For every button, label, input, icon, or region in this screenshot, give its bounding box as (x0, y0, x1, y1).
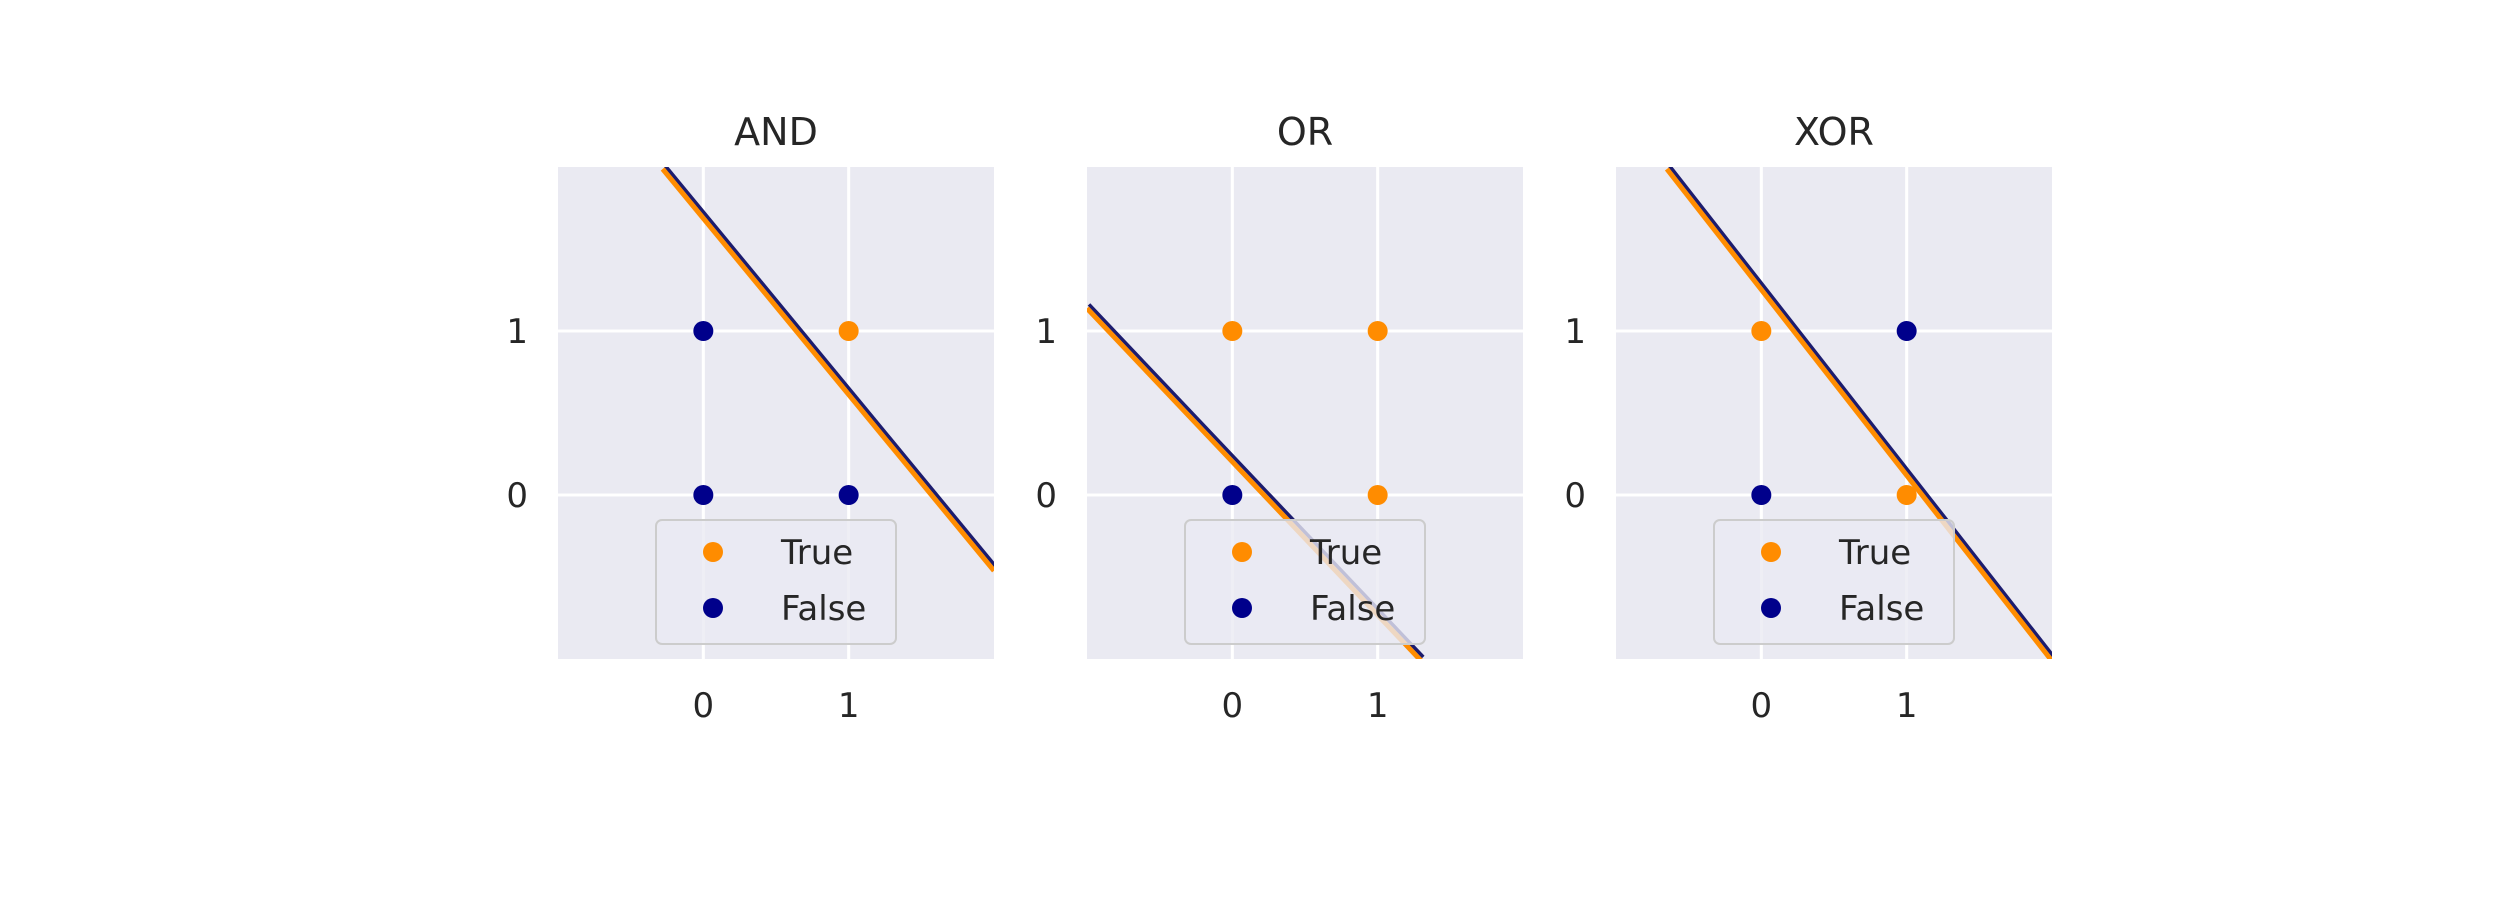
point-true (1367, 485, 1388, 505)
boundary-line (1664, 167, 2052, 659)
boundary-edge (1668, 167, 2052, 658)
panel-or: OR 0 1 0 1 True False (1035, 110, 1523, 726)
legend-label-true: True (1838, 533, 1911, 573)
point-false (1896, 321, 1917, 341)
legend-marker-false (1232, 598, 1252, 618)
decision-boundary (1664, 167, 2052, 659)
x-tick-label: 0 (693, 686, 715, 726)
x-tick-label: 1 (838, 686, 860, 726)
point-false (1222, 485, 1243, 505)
legend-marker-true (1232, 542, 1252, 562)
legend-marker-true (703, 542, 723, 562)
y-tick-label: 1 (506, 312, 528, 352)
legend-label-true: True (780, 533, 853, 573)
legend-marker-false (703, 598, 723, 618)
legend: True False (1184, 519, 1426, 645)
panel-and: AND 0 1 0 1 True False (506, 110, 994, 726)
point-false (693, 321, 714, 341)
x-tick-label: 0 (1751, 686, 1773, 726)
legend-marker-false (1761, 598, 1781, 618)
y-tick-label: 0 (1564, 476, 1586, 516)
decision-boundary (660, 167, 994, 573)
point-true (1751, 321, 1772, 341)
y-tick-label: 1 (1035, 312, 1057, 352)
y-tick-label: 1 (1564, 312, 1586, 352)
legend-label-false: False (1839, 589, 1924, 629)
panel-title: OR (1277, 110, 1333, 154)
legend-marker-true (1761, 542, 1781, 562)
point-false (838, 485, 859, 505)
panel-title: AND (734, 110, 818, 154)
legend-label-false: False (781, 589, 866, 629)
legend: True False (1713, 519, 1955, 645)
point-true (1896, 485, 1917, 505)
y-tick-label: 0 (1035, 476, 1057, 516)
boundary-edge (664, 167, 994, 568)
legend: True False (655, 519, 897, 645)
point-true (1367, 321, 1388, 341)
x-tick-label: 1 (1896, 686, 1918, 726)
boundary-line (660, 167, 994, 573)
point-false (1751, 485, 1772, 505)
legend-label-false: False (1310, 589, 1395, 629)
x-tick-label: 0 (1222, 686, 1244, 726)
x-tick-label: 1 (1367, 686, 1389, 726)
panel-xor: XOR 0 1 0 1 True False (1564, 110, 2052, 726)
point-false (693, 485, 714, 505)
legend-label-true: True (1309, 533, 1382, 573)
y-tick-label: 0 (506, 476, 528, 516)
point-true (1222, 321, 1243, 341)
point-true (838, 321, 859, 341)
panel-title: XOR (1794, 110, 1874, 154)
